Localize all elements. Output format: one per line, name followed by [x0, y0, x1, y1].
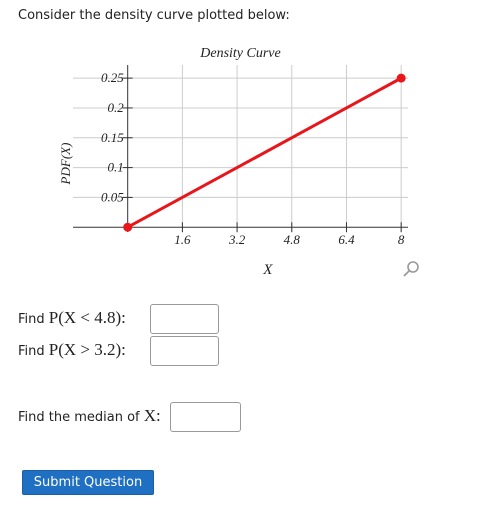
answer-input[interactable]	[170, 402, 241, 432]
y-tick-label: 0.15	[101, 130, 124, 145]
x-axis-label: X	[262, 262, 273, 278]
y-tick-label: 0.2	[107, 100, 124, 115]
y-tick-label: 0.25	[101, 70, 124, 85]
x-tick-label: 8	[398, 232, 405, 247]
endpoint	[396, 73, 406, 83]
x-tick-label: 4.8	[284, 232, 301, 247]
question: Find P(X < 4.8):	[18, 308, 126, 328]
density-line	[126, 76, 402, 229]
question-math: X:	[143, 406, 161, 425]
x-tick-label: 1.6	[174, 232, 191, 247]
question-prefix: Find	[18, 344, 45, 359]
submit-button[interactable]: Submit Question	[22, 470, 154, 495]
question-prefix: Find the median of	[18, 410, 140, 425]
y-axis-label: PDF(X)	[58, 143, 73, 186]
answer-input[interactable]	[150, 304, 219, 334]
x-tick-label: 3.2	[228, 232, 246, 247]
question: Find the median of X:	[18, 406, 161, 426]
y-tick-label: 0.1	[107, 160, 123, 175]
magnifier[interactable]	[403, 261, 419, 277]
chart: Density Curve 1.6 3.2 4.8 6.4 8 0.05 0.1 0.15 0.2…	[58, 46, 419, 278]
question-prefix: Find	[18, 312, 45, 327]
endpoint	[123, 222, 133, 232]
x-tick-label: 6.4	[338, 232, 355, 247]
answer-input[interactable]	[150, 336, 219, 366]
question-math: P(X < 4.8):	[48, 308, 126, 327]
chart-title: Density Curve	[199, 46, 280, 61]
prompt: Consider the density curve plotted below…	[18, 8, 290, 23]
question-math: P(X > 3.2):	[48, 340, 126, 359]
y-tick-label: 0.05	[101, 189, 124, 204]
question: Find P(X > 3.2):	[18, 340, 126, 360]
